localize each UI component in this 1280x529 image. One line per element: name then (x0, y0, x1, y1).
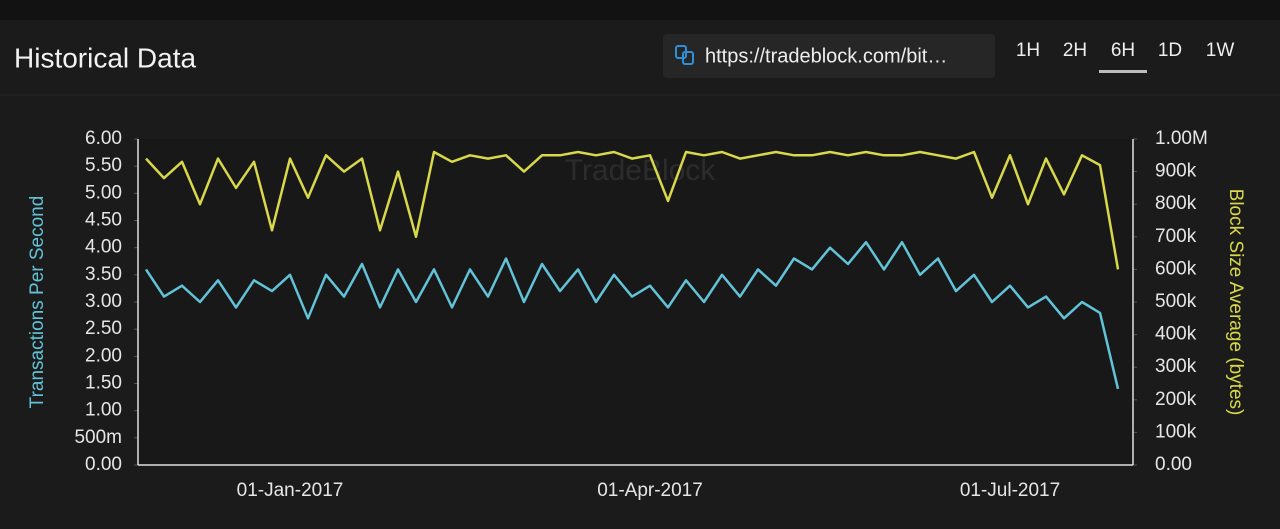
url-box[interactable] (663, 34, 995, 78)
y2-tick-label: 100k (1155, 421, 1197, 442)
y2-tick-label: 900k (1155, 161, 1197, 182)
y-tick-label: 1.00 (85, 400, 122, 421)
y-tick-label: 4.50 (85, 210, 122, 231)
y-tick-label: 0.00 (85, 454, 122, 475)
y-tick-label: 2.00 (85, 345, 122, 366)
x-tick-label: 01-Apr-2017 (597, 480, 703, 501)
y-axis-title: Transactions Per Second (27, 196, 48, 409)
link-icon (675, 45, 694, 65)
series-line (145, 150, 1120, 270)
y-tick-label: 3.50 (85, 264, 122, 285)
y-tick-label: 2.50 (85, 318, 122, 339)
range-button[interactable]: 1H (1016, 40, 1040, 61)
y2-axis-title: Block Size Average (bytes) (1225, 189, 1246, 416)
range-button[interactable]: 1D (1158, 40, 1182, 61)
y-tick-label: 5.00 (85, 182, 122, 203)
y2-tick-label: 500k (1155, 291, 1197, 312)
y2-tick-label: 700k (1155, 226, 1197, 247)
plot-area (138, 139, 1133, 465)
watermark: TradeBlock (565, 154, 717, 187)
title: Historical Data (14, 42, 196, 73)
y2-tick-label: 300k (1155, 356, 1197, 377)
y2-tick-label: 600k (1155, 258, 1197, 279)
y-tick-label: 500m (74, 427, 122, 448)
y-tick-label: 3.00 (85, 291, 122, 312)
y2-tick-label: 800k (1155, 193, 1197, 214)
range-button[interactable]: 6H (1111, 40, 1135, 61)
y2-tick-label: 400k (1155, 324, 1197, 345)
x-tick-label: 01-Jul-2017 (960, 480, 1060, 501)
url-text: https://tradeblock.com/bit… (705, 45, 947, 67)
x-tick-label: 01-Jan-2017 (237, 480, 344, 501)
y-tick-label: 5.50 (85, 155, 122, 176)
series-line (144, 240, 1120, 390)
active-underline (1099, 70, 1147, 73)
y2-tick-label: 200k (1155, 389, 1197, 410)
y-tick-label: 6.00 (85, 128, 122, 149)
y2-tick-label: 1.00M (1155, 128, 1208, 149)
range-button[interactable]: 2H (1063, 40, 1087, 61)
top-bar (0, 0, 1280, 20)
range-button[interactable]: 1W (1206, 40, 1235, 61)
y-tick-label: 4.00 (85, 237, 122, 258)
y-tick-label: 1.50 (85, 373, 122, 394)
y2-tick-label: 0.00 (1155, 454, 1192, 475)
